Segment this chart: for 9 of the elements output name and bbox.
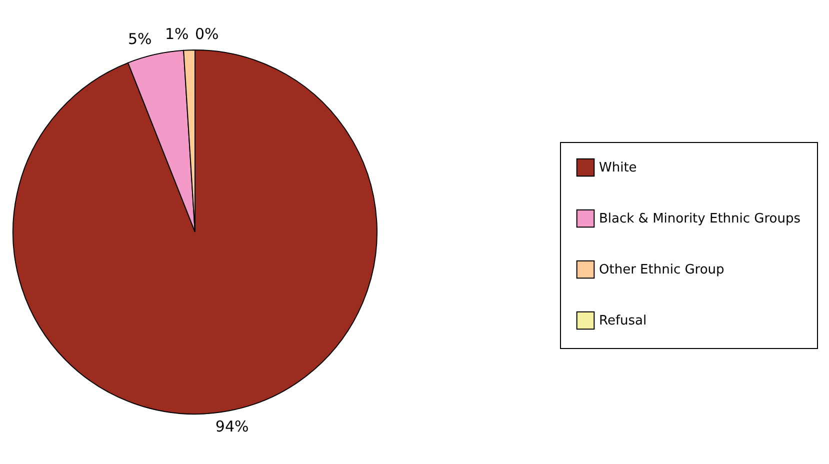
text: 0% xyxy=(195,25,219,43)
data-label: 5% xyxy=(128,30,152,48)
pie-slice xyxy=(12,50,378,414)
legend-label: Refusal xyxy=(599,314,647,328)
legend-label: White xyxy=(599,160,637,176)
legend-label: Other Ethnic Group xyxy=(599,262,724,278)
data-label: 1% xyxy=(164,25,189,44)
data-label: 94% xyxy=(215,417,249,436)
legend-label: Black & Minority Ethnic Groups xyxy=(599,212,801,226)
